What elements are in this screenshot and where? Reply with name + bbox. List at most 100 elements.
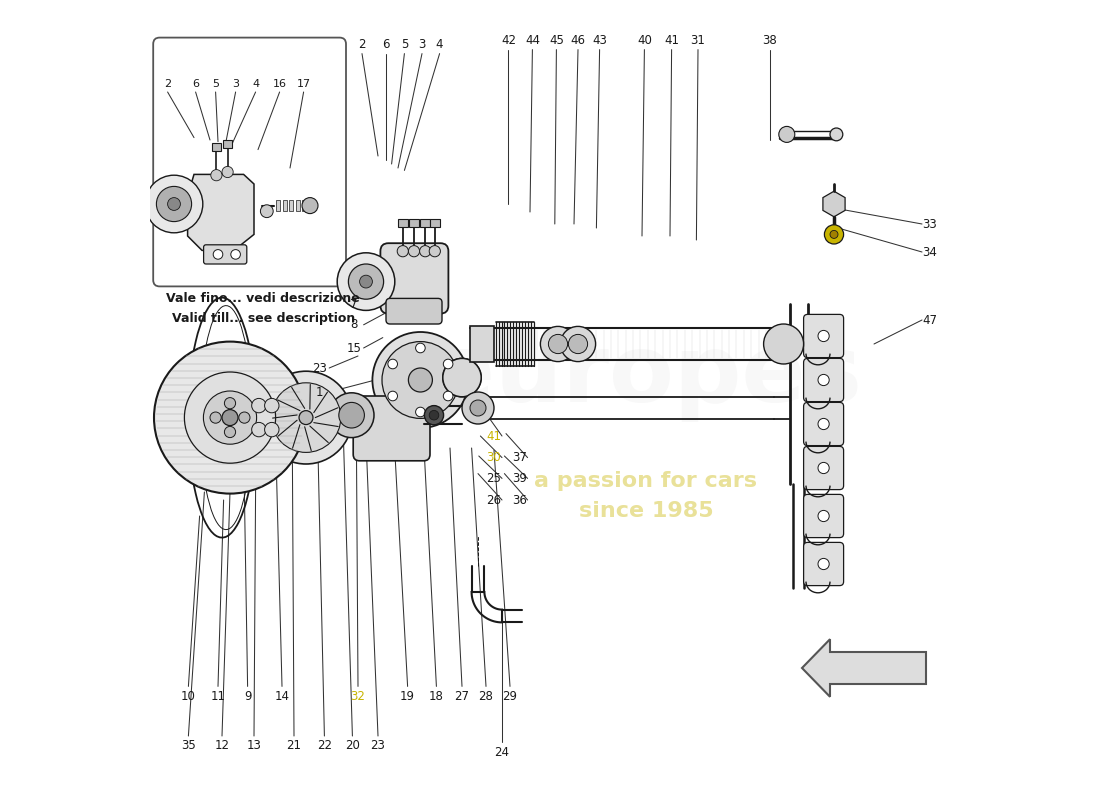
- Circle shape: [272, 382, 341, 453]
- Circle shape: [443, 358, 481, 397]
- Bar: [223, 140, 232, 148]
- Circle shape: [338, 253, 395, 310]
- Text: 46: 46: [571, 34, 585, 46]
- Circle shape: [154, 342, 306, 494]
- Circle shape: [388, 359, 397, 369]
- Circle shape: [569, 334, 587, 354]
- FancyBboxPatch shape: [804, 542, 844, 586]
- Bar: [470, 326, 494, 362]
- Circle shape: [818, 510, 829, 522]
- Circle shape: [818, 558, 829, 570]
- Circle shape: [302, 198, 318, 214]
- Circle shape: [156, 186, 191, 222]
- Circle shape: [222, 410, 238, 426]
- Circle shape: [224, 426, 235, 438]
- Text: 6: 6: [383, 38, 389, 50]
- FancyBboxPatch shape: [204, 245, 246, 264]
- Bar: [276, 200, 280, 211]
- Circle shape: [261, 205, 273, 218]
- Text: 12: 12: [214, 739, 230, 752]
- Circle shape: [252, 398, 266, 413]
- Circle shape: [204, 391, 256, 444]
- Circle shape: [213, 250, 223, 259]
- Circle shape: [824, 225, 844, 244]
- Circle shape: [265, 422, 279, 437]
- Text: 15: 15: [346, 342, 362, 354]
- Text: 17: 17: [297, 79, 310, 89]
- Text: 11: 11: [210, 690, 225, 702]
- Circle shape: [329, 393, 374, 438]
- Text: 41: 41: [486, 430, 502, 442]
- Circle shape: [222, 166, 233, 178]
- Text: 8: 8: [350, 318, 358, 331]
- Text: Valid till... see description: Valid till... see description: [172, 312, 355, 325]
- Text: 2: 2: [359, 38, 365, 50]
- Circle shape: [211, 170, 222, 181]
- Text: 2: 2: [164, 79, 172, 89]
- Circle shape: [470, 400, 486, 416]
- Text: 9: 9: [244, 690, 251, 702]
- Circle shape: [185, 372, 276, 463]
- Text: 31: 31: [691, 34, 705, 46]
- Text: 37: 37: [513, 451, 527, 464]
- Circle shape: [443, 359, 453, 369]
- Text: 19: 19: [400, 690, 415, 702]
- Text: 47: 47: [923, 314, 937, 326]
- Text: 26: 26: [486, 494, 502, 506]
- Circle shape: [231, 250, 241, 259]
- Circle shape: [408, 246, 419, 257]
- Bar: [211, 143, 221, 151]
- Polygon shape: [802, 639, 926, 697]
- Text: 42: 42: [500, 34, 516, 46]
- Circle shape: [443, 391, 453, 401]
- Text: 18: 18: [429, 690, 443, 702]
- Circle shape: [818, 462, 829, 474]
- Circle shape: [830, 230, 838, 238]
- Text: 20: 20: [345, 739, 360, 752]
- Text: 4: 4: [252, 79, 260, 89]
- Bar: [420, 219, 430, 227]
- Text: 16: 16: [273, 79, 287, 89]
- Text: 23: 23: [312, 362, 327, 374]
- Bar: [398, 219, 408, 227]
- Circle shape: [382, 342, 459, 418]
- Text: 3: 3: [232, 79, 239, 89]
- Text: 3: 3: [418, 38, 426, 50]
- Bar: [289, 200, 294, 211]
- Text: 10: 10: [182, 690, 196, 702]
- Text: 13: 13: [246, 739, 262, 752]
- Text: 44: 44: [525, 34, 540, 46]
- Text: 1: 1: [316, 386, 323, 398]
- Text: 28: 28: [478, 690, 494, 702]
- FancyBboxPatch shape: [381, 243, 449, 314]
- Text: 43: 43: [592, 34, 607, 46]
- FancyBboxPatch shape: [804, 402, 844, 446]
- Circle shape: [349, 264, 384, 299]
- Circle shape: [265, 398, 279, 413]
- Text: 34: 34: [923, 246, 937, 258]
- Bar: [296, 200, 299, 211]
- Circle shape: [397, 246, 408, 257]
- Circle shape: [763, 324, 804, 364]
- Text: 21: 21: [286, 739, 301, 752]
- Text: 5: 5: [212, 79, 219, 89]
- Circle shape: [339, 402, 364, 428]
- Circle shape: [818, 330, 829, 342]
- Text: 30: 30: [486, 451, 502, 464]
- Polygon shape: [188, 174, 254, 250]
- Polygon shape: [823, 191, 845, 217]
- FancyBboxPatch shape: [804, 446, 844, 490]
- Circle shape: [145, 175, 202, 233]
- FancyBboxPatch shape: [153, 38, 346, 286]
- Text: 39: 39: [513, 472, 527, 485]
- Circle shape: [443, 358, 481, 397]
- Circle shape: [549, 334, 568, 354]
- Circle shape: [818, 374, 829, 386]
- Text: 38: 38: [762, 34, 778, 46]
- Circle shape: [425, 406, 443, 425]
- Text: 24: 24: [495, 746, 509, 758]
- Circle shape: [830, 128, 843, 141]
- Text: 35: 35: [182, 739, 196, 752]
- Text: 32: 32: [351, 690, 365, 702]
- Circle shape: [167, 198, 180, 210]
